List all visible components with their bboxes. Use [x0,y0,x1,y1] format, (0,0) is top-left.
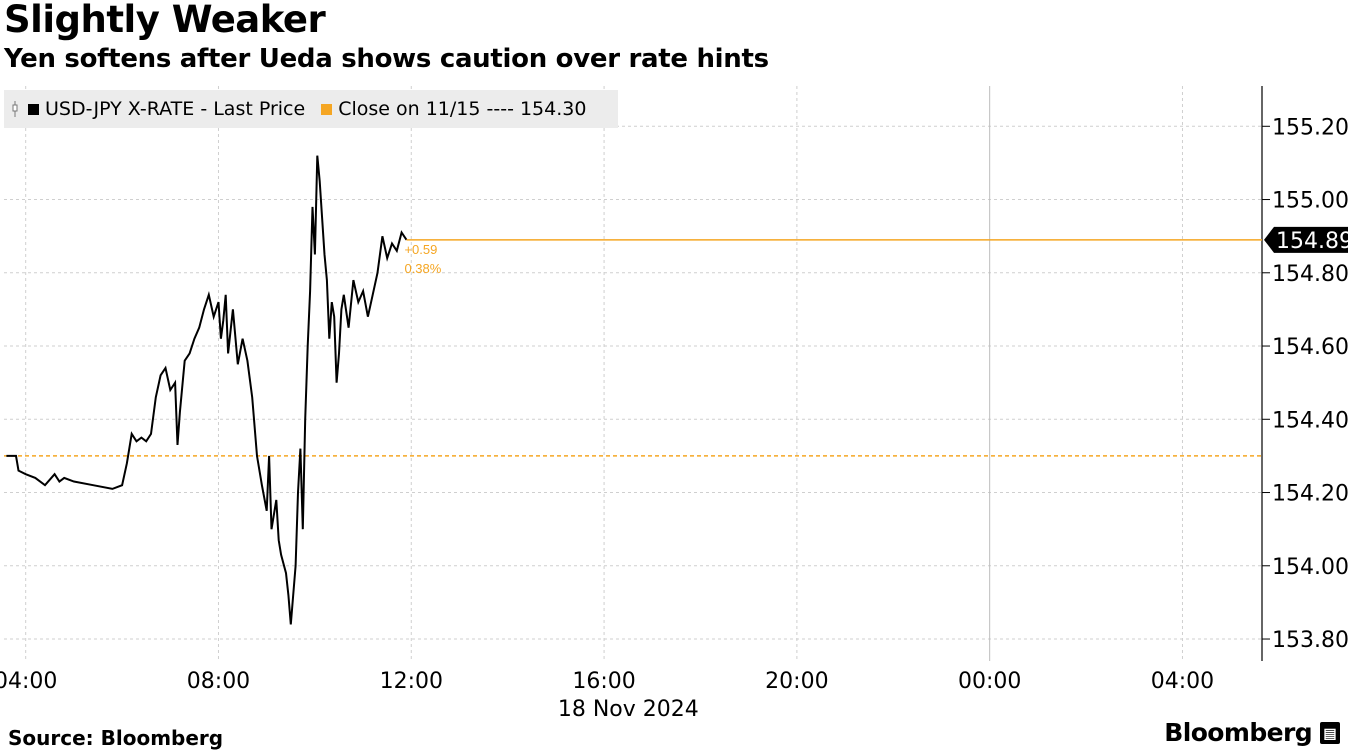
legend: USD-JPY X-RATE - Last Price Close on 11/… [4,90,618,128]
y-tick-label: 154.40 [1272,408,1348,433]
brand-logo: Bloomberg ▤ [1164,718,1340,747]
last-value-tag [1264,226,1348,253]
y-axis: 153.80 154.00 154.20 154.40 154.60 154.80 155.… [1261,86,1348,661]
x-tick-label: 16:00 [572,669,635,694]
legend-swatch-close [321,103,333,115]
series-line [6,155,408,625]
chart-title: Slightly Weaker [4,0,326,41]
legend-label-series: USD-JPY X-RATE - Last Price [45,98,306,120]
x-tick-label: 04:00 [1151,669,1214,694]
source-label: Source: Bloomberg [8,726,224,750]
y-tick-label: 153.80 [1272,628,1348,653]
chart-subtitle: Yen softens after Ueda shows caution ove… [4,44,769,74]
legend-swatch-series [28,103,39,115]
x-tick-label: 08:00 [187,669,250,694]
brand-name: Bloomberg [1164,718,1312,747]
legend-item-series: USD-JPY X-RATE - Last Price [12,98,305,120]
legend-label-close: Close on 11/15 ---- 154.30 [338,98,587,120]
y-tick-label: 155.00 [1272,189,1348,214]
candlestick-icon [12,101,18,117]
y-tick-label: 154.80 [1272,262,1348,287]
x-tick-label: 12:00 [380,669,443,694]
annotations: 154.89 +0.59 0.38% [404,226,1348,276]
legend-item-close: Close on 11/15 ---- 154.30 [321,98,586,120]
terminal-icon: ▤ [1320,721,1340,744]
y-tick-label: 155.20 [1272,115,1348,140]
last-value-label: 154.89 [1276,229,1348,254]
x-axis: 04:00 08:00 12:00 16:00 20:00 00:00 04:00 18 No… [0,669,1214,722]
x-tick-label: 04:00 [0,669,57,694]
y-tick-label: 154.00 [1272,555,1348,580]
x-tick-label: 00:00 [958,669,1021,694]
y-tick-label: 154.20 [1272,482,1348,507]
y-tick-label: 154.60 [1272,335,1348,360]
grid [4,86,1262,661]
x-date-label: 18 Nov 2024 [558,697,699,722]
change-abs-label: +0.59 [404,242,437,257]
x-tick-label: 20:00 [765,669,828,694]
change-pct-label: 0.38% [404,261,441,276]
